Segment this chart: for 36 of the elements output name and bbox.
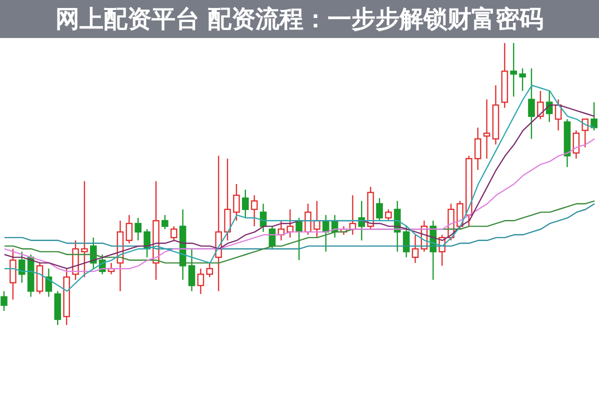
candlestick — [474, 127, 482, 170]
candlestick — [385, 208, 392, 222]
candlestick — [18, 251, 26, 284]
candlestick — [162, 214, 168, 230]
candlestick — [45, 268, 52, 298]
candlestick — [126, 214, 133, 244]
candlestick — [224, 158, 231, 241]
candlestick — [304, 203, 312, 236]
candlestick — [286, 208, 294, 238]
candlestick — [90, 236, 97, 270]
candlestick — [483, 98, 490, 160]
candlestick — [528, 68, 535, 140]
candlestick — [0, 290, 8, 312]
candlestick — [546, 90, 553, 123]
candlestick — [572, 130, 580, 160]
candlestick — [134, 217, 142, 241]
chart-title: 网上配资平台 配资流程：一步步解锁财富密码 — [55, 4, 544, 35]
candlestick — [233, 183, 240, 222]
candlestick — [537, 90, 544, 120]
candlestick — [519, 68, 526, 92]
candlestick — [402, 226, 410, 258]
candlestick — [81, 180, 88, 278]
candlestick — [358, 200, 366, 241]
candlestick — [412, 234, 419, 264]
candlestick — [206, 262, 214, 278]
candlestick — [376, 198, 383, 222]
candlestick — [590, 102, 598, 132]
candlestick — [197, 268, 204, 295]
candlestick — [10, 248, 16, 300]
candlestick — [250, 194, 258, 227]
candlestick — [170, 226, 178, 241]
candlestick — [456, 200, 464, 230]
candlestick — [188, 248, 196, 292]
candlestick — [582, 118, 589, 148]
candlestick — [242, 189, 249, 218]
candlestick — [510, 43, 517, 98]
